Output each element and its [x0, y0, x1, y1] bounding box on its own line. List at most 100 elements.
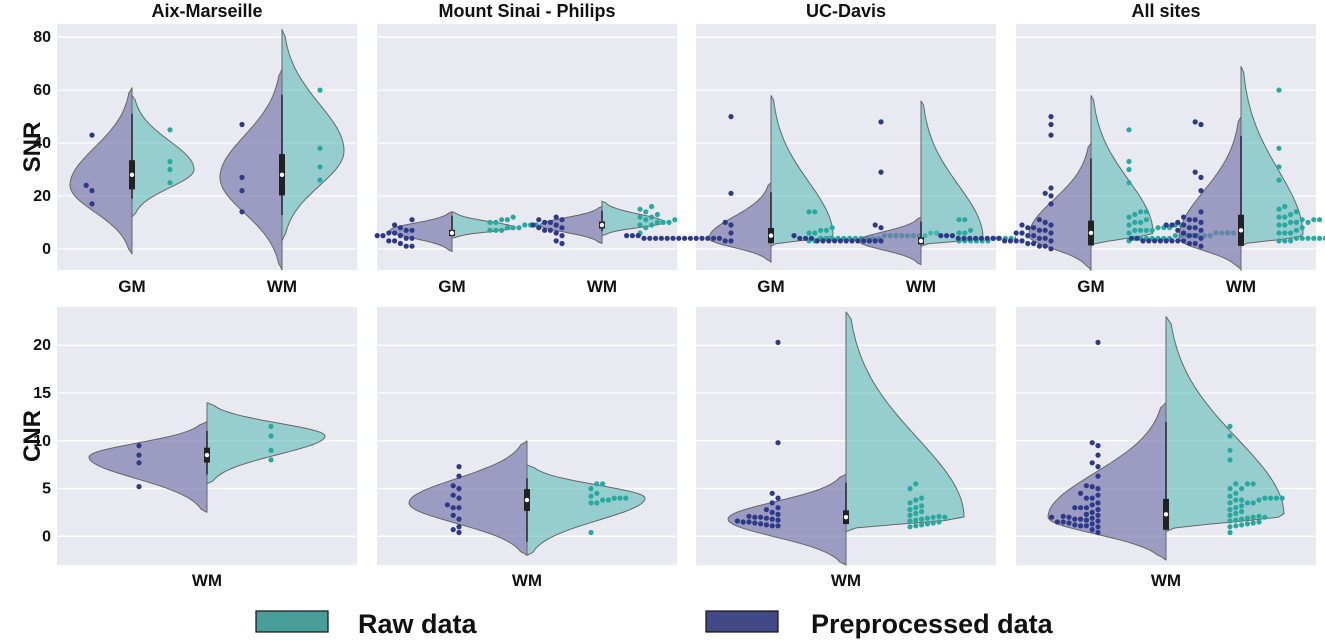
point-preprocessed	[728, 114, 734, 120]
point-preprocessed	[1175, 227, 1181, 233]
point-preprocessed	[386, 238, 392, 244]
legend-swatch-raw	[255, 610, 329, 633]
point-preprocessed	[1048, 193, 1054, 199]
point-preprocessed	[973, 235, 979, 241]
point-preprocessed	[641, 235, 647, 241]
point-preprocessed	[536, 225, 542, 231]
point-raw	[962, 230, 968, 236]
point-preprocessed	[1095, 492, 1101, 498]
point-raw	[1227, 486, 1233, 492]
point-preprocessed	[682, 235, 688, 241]
point-preprocessed	[763, 507, 770, 513]
median-marker	[449, 230, 455, 236]
point-raw	[1276, 87, 1282, 93]
point-preprocessed	[878, 238, 884, 244]
y-tick-label: 20	[33, 188, 51, 205]
point-raw	[1233, 523, 1239, 529]
point-preprocessed	[763, 522, 770, 528]
point-raw	[672, 217, 678, 223]
point-preprocessed	[1169, 238, 1175, 244]
point-raw	[317, 164, 323, 170]
point-preprocessed	[136, 484, 142, 490]
point-raw	[907, 512, 913, 518]
point-preprocessed	[450, 505, 456, 511]
point-preprocessed	[653, 235, 659, 241]
point-raw	[167, 180, 173, 186]
point-preprocessed	[1083, 483, 1089, 489]
violin-raw	[526, 464, 646, 556]
point-preprocessed	[1083, 511, 1089, 517]
point-raw	[317, 87, 323, 93]
point-preprocessed	[239, 121, 245, 128]
point-raw	[1132, 211, 1138, 218]
point-raw	[1244, 500, 1250, 506]
point-preprocessed	[872, 238, 878, 244]
point-raw	[317, 177, 323, 183]
legend: Raw data Preprocessed data	[255, 609, 1054, 639]
point-preprocessed	[1095, 524, 1101, 530]
point-preprocessed	[938, 233, 944, 239]
point-raw	[907, 518, 913, 524]
panel-title: UC-Davis	[806, 1, 886, 21]
point-raw	[962, 217, 968, 223]
point-preprocessed	[1078, 505, 1084, 511]
point-raw	[919, 495, 925, 501]
point-raw	[499, 217, 505, 223]
point-preprocessed	[1175, 219, 1181, 225]
point-preprocessed	[647, 235, 653, 241]
median-marker	[918, 238, 924, 244]
point-preprocessed	[711, 235, 717, 241]
point-preprocessed	[397, 233, 403, 239]
point-preprocessed	[403, 235, 409, 241]
point-raw	[1293, 219, 1299, 225]
point-raw	[806, 209, 812, 215]
point-preprocessed	[89, 201, 95, 207]
point-raw	[930, 514, 936, 520]
point-raw	[600, 481, 606, 487]
point-preprocessed	[676, 235, 682, 241]
point-preprocessed	[1089, 521, 1095, 527]
point-preprocessed	[450, 492, 456, 498]
point-preprocessed	[826, 238, 832, 244]
point-preprocessed	[1095, 518, 1101, 524]
point-preprocessed	[1192, 225, 1198, 231]
point-raw	[924, 515, 931, 521]
point-preprocessed	[670, 235, 676, 241]
point-raw	[1299, 235, 1305, 241]
point-raw	[1239, 497, 1245, 503]
point-raw	[643, 217, 649, 223]
point-preprocessed	[559, 225, 565, 231]
point-raw	[1126, 180, 1132, 186]
point-preprocessed	[456, 464, 462, 470]
point-raw	[1311, 235, 1317, 241]
x-tick-label: GM	[118, 277, 145, 296]
point-raw	[588, 529, 594, 536]
point-preprocessed	[1002, 238, 1008, 244]
x-tick-label: WM	[1226, 277, 1256, 296]
y-tick-label: 0	[42, 528, 51, 545]
point-preprocessed	[1060, 519, 1066, 525]
point-preprocessed	[1095, 452, 1101, 458]
point-preprocessed	[1089, 460, 1095, 466]
point-preprocessed	[239, 209, 245, 215]
point-raw	[1138, 227, 1144, 233]
point-preprocessed	[814, 238, 820, 244]
y-tick-label: 15	[33, 385, 51, 402]
point-preprocessed	[530, 222, 536, 228]
violin-raw	[281, 29, 345, 242]
point-preprocessed	[752, 514, 758, 520]
point-preprocessed	[1181, 238, 1187, 244]
point-preprocessed	[1198, 188, 1204, 194]
point-preprocessed	[409, 217, 415, 223]
point-preprocessed	[769, 500, 775, 506]
point-raw	[1322, 235, 1325, 241]
point-preprocessed	[861, 238, 867, 244]
point-raw	[1262, 495, 1268, 501]
point-preprocessed	[1042, 227, 1048, 233]
point-raw	[1293, 227, 1299, 233]
point-preprocessed	[728, 190, 734, 196]
point-raw	[1305, 219, 1311, 225]
point-preprocessed	[559, 217, 565, 223]
point-preprocessed	[136, 460, 142, 466]
point-raw	[1239, 486, 1245, 492]
